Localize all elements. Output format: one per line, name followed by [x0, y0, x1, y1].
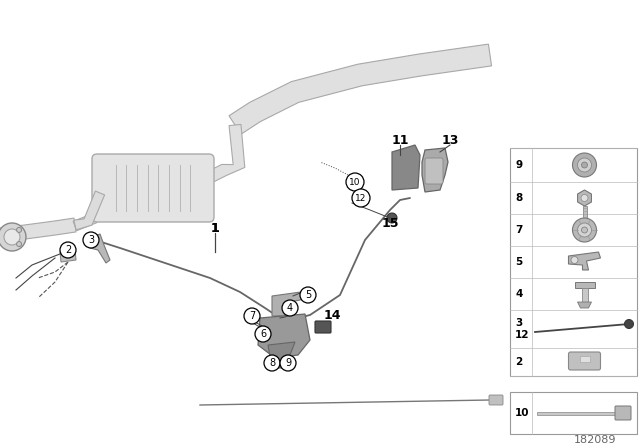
- Circle shape: [300, 287, 316, 303]
- Text: 2: 2: [515, 357, 522, 367]
- Text: 8: 8: [515, 193, 522, 203]
- Circle shape: [264, 355, 280, 371]
- FancyBboxPatch shape: [425, 158, 443, 184]
- Text: 6: 6: [260, 329, 266, 339]
- Circle shape: [17, 241, 22, 246]
- Text: 8: 8: [269, 358, 275, 368]
- Bar: [510, 148, 637, 376]
- Circle shape: [0, 223, 26, 251]
- Text: 3: 3: [88, 235, 94, 245]
- Polygon shape: [60, 250, 76, 262]
- FancyBboxPatch shape: [92, 154, 214, 222]
- Circle shape: [4, 229, 20, 245]
- Text: 7: 7: [249, 311, 255, 321]
- Circle shape: [280, 355, 296, 371]
- Text: 5: 5: [305, 290, 311, 300]
- Circle shape: [573, 218, 596, 242]
- Polygon shape: [577, 302, 591, 308]
- Bar: [575, 282, 595, 288]
- FancyBboxPatch shape: [315, 321, 331, 333]
- Polygon shape: [268, 342, 295, 368]
- Polygon shape: [229, 44, 492, 134]
- Circle shape: [352, 189, 370, 207]
- Polygon shape: [73, 213, 97, 231]
- Circle shape: [581, 194, 588, 202]
- Text: 4: 4: [287, 303, 293, 313]
- Text: 1: 1: [211, 221, 220, 234]
- Circle shape: [582, 227, 588, 233]
- Circle shape: [573, 153, 596, 177]
- FancyBboxPatch shape: [568, 352, 600, 370]
- Bar: [537, 412, 618, 415]
- Circle shape: [17, 228, 22, 233]
- Circle shape: [577, 158, 591, 172]
- Circle shape: [571, 257, 578, 263]
- Text: 11: 11: [391, 134, 409, 146]
- Text: 2: 2: [65, 245, 71, 255]
- Text: 10: 10: [515, 408, 529, 418]
- Text: 7: 7: [515, 225, 522, 235]
- Polygon shape: [272, 291, 310, 316]
- Text: 3
12: 3 12: [515, 318, 529, 340]
- Circle shape: [83, 232, 99, 248]
- Text: 5: 5: [515, 257, 522, 267]
- Circle shape: [582, 162, 588, 168]
- Circle shape: [244, 308, 260, 324]
- Circle shape: [346, 173, 364, 191]
- Circle shape: [625, 319, 634, 328]
- Text: 13: 13: [442, 134, 459, 146]
- Text: 9: 9: [515, 160, 522, 170]
- Polygon shape: [88, 234, 110, 263]
- Circle shape: [255, 326, 271, 342]
- FancyBboxPatch shape: [615, 406, 631, 420]
- Text: 1: 1: [211, 221, 220, 234]
- Text: 10: 10: [349, 177, 361, 186]
- Text: 14: 14: [323, 309, 340, 322]
- Text: 4: 4: [515, 289, 522, 299]
- Polygon shape: [392, 145, 420, 190]
- Polygon shape: [568, 252, 600, 270]
- Bar: [510, 392, 637, 434]
- Circle shape: [60, 242, 76, 258]
- Polygon shape: [74, 191, 104, 230]
- FancyBboxPatch shape: [489, 395, 503, 405]
- Polygon shape: [0, 218, 76, 242]
- Polygon shape: [577, 190, 591, 206]
- Text: 12: 12: [355, 194, 367, 202]
- Polygon shape: [202, 125, 245, 185]
- Bar: [582, 288, 588, 302]
- Text: 182089: 182089: [573, 435, 616, 445]
- Text: 15: 15: [381, 216, 399, 229]
- Polygon shape: [422, 148, 448, 192]
- Text: 9: 9: [285, 358, 291, 368]
- Polygon shape: [258, 314, 310, 358]
- Bar: [582, 206, 586, 220]
- Circle shape: [577, 223, 591, 237]
- Bar: [579, 356, 589, 362]
- Circle shape: [282, 300, 298, 316]
- Circle shape: [387, 213, 397, 223]
